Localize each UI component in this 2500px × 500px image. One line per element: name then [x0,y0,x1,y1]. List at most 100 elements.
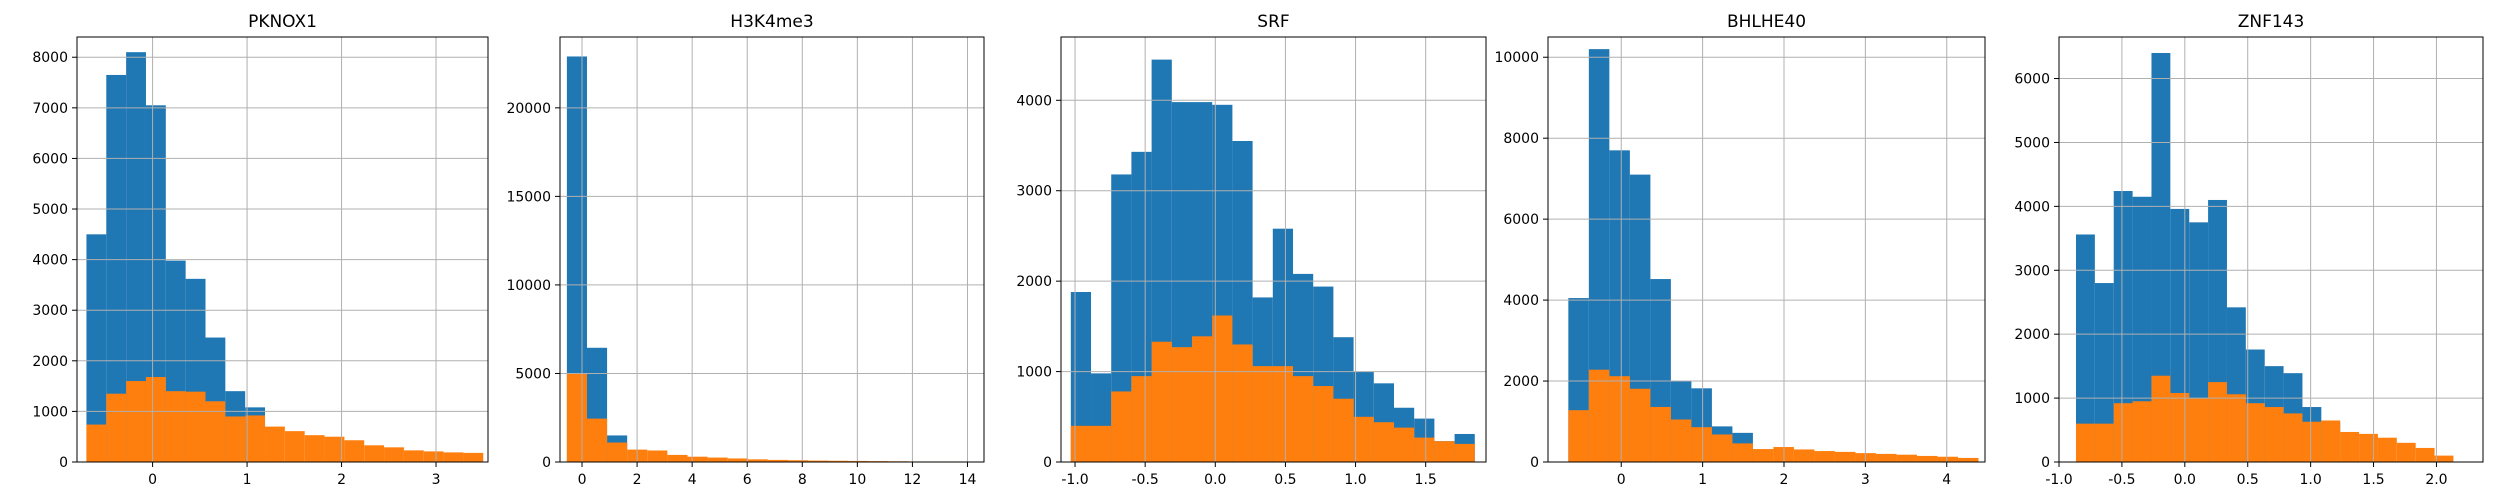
histogram-bar-series-2 [1313,386,1334,462]
x-tick-label: 12 [904,472,922,488]
x-tick-label: 4 [688,472,697,488]
x-tick-label: 3 [1861,472,1870,488]
panel-title: BHLHE40 [1727,12,1806,32]
histogram-bar-series-2 [1414,437,1435,462]
histogram-bar-series-2 [2264,407,2284,462]
histogram-bar-series-2 [647,450,668,462]
x-tick-label: -1.0 [2045,472,2072,488]
histogram-bar-series-2 [1070,425,1092,462]
y-tick-label: 15000 [506,189,551,205]
y-tick-label: 5000 [515,366,551,382]
histogram-bar-series-2 [384,447,404,462]
histogram-bar-series-2 [1151,341,1172,462]
histogram-bar-series-2 [848,460,869,462]
x-tick-label: 0 [578,472,587,488]
histogram-bar-series-1 [126,52,146,463]
histogram-bar-series-2 [1272,366,1293,462]
x-tick-label: 1 [1698,472,1707,488]
histogram-bar-series-2 [364,445,385,462]
y-tick-label: 1000 [1016,365,1052,381]
histogram-bar-series-2 [1957,457,1979,462]
histogram-bar-series-2 [2321,420,2341,462]
histogram-bar-series-2 [443,452,464,462]
histogram-bar-series-2 [1609,376,1630,462]
histogram-bar-series-2 [1434,441,1455,462]
x-tick-label: 0 [148,472,157,488]
histogram-bar-series-1 [106,74,127,462]
histogram-bar-series-2 [1232,344,1253,462]
histogram-bar-series-2 [1814,451,1835,462]
histogram-bar-series-2 [828,460,849,462]
y-tick-label: 1000 [32,404,68,420]
histogram-bar-series-2 [304,435,325,462]
x-tick-label: 6 [743,472,752,488]
y-tick-label: 10000 [1494,50,1539,66]
panel-srf: -1.0 -0.5 0.0 0.5 1.0 1.5 0 1000 2000 3000 4000 SRF [1016,12,1487,488]
histogram-bar-series-2 [1732,443,1753,462]
x-tick-label: 8 [798,472,807,488]
y-tick-label: 6000 [2014,72,2050,88]
axes-frame [76,36,489,463]
y-tick-label: 6000 [32,151,68,167]
panel-h3k4me3: 0 2 4 6 8 10 12 14 0 5000 10000 15000 20000 H3K4me3 [506,12,985,488]
histogram-bar-series-2 [566,373,587,462]
histogram-bar-series-2 [1192,336,1213,462]
panel-title: PKNOX1 [248,12,317,32]
histogram-bar-series-2 [1131,376,1152,462]
histogram-bar-series-2 [2283,413,2303,462]
panel-title: SRF [1257,12,1289,32]
panel-bhlhe40: 0 1 2 3 4 0 2000 4000 6000 8000 10000 BHLHE40 [1494,12,1986,488]
histogram-bar-series-2 [1212,315,1233,462]
x-tick-label: 2.0 [2425,472,2447,488]
histogram-bar-series-2 [1650,406,1671,462]
histogram-bar-series-2 [1091,425,1112,462]
panel-title: H3K4me3 [730,12,813,32]
y-tick-label: 4000 [2014,199,2050,215]
y-tick-label: 4000 [32,253,68,269]
axes-frame [559,36,985,463]
y-tick-label: 4000 [1503,293,1539,309]
histogram-bar-series-2 [2132,401,2152,462]
histogram-bar-series-2 [1252,366,1273,462]
x-tick-label: 0.0 [1204,472,1226,488]
y-tick-label: 2000 [2014,327,2050,343]
x-tick-label: 4 [1942,472,1951,488]
x-tick-label: 0 [1617,472,1626,488]
histogram-bar-series-2 [607,442,628,462]
histogram-bar-series-2 [1629,388,1651,462]
y-tick-label: 2000 [32,354,68,370]
histogram-bar-series-2 [2396,442,2416,462]
histogram-bar-series-1 [2075,234,2095,462]
x-tick-label: 2 [633,472,642,488]
histogram-bar-series-1 [1070,292,1092,462]
histogram-bar-series-2 [707,457,728,462]
histogram-bar-series-2 [1711,434,1733,462]
panel-title: ZNF143 [2238,12,2305,32]
x-tick-label: 1.5 [2362,472,2384,488]
axes-frame [1547,36,1986,463]
histogram-bar-series-2 [344,440,365,462]
histogram-bar-series-2 [1752,449,1774,462]
y-tick-label: 3000 [1016,184,1052,200]
histogram-bar-series-2 [1588,369,1610,462]
histogram-bar-series-1 [1588,49,1610,462]
histogram-bar-series-2 [185,391,206,462]
histogram-bar-series-2 [2151,375,2171,462]
x-tick-label: 0.5 [1274,472,1296,488]
histogram-bar-series-2 [423,451,444,463]
histogram-bar-series-2 [1393,427,1415,462]
histogram-bar-series-2 [2434,455,2454,462]
histogram-bar-series-2 [225,416,246,462]
histogram-bar-series-2 [2075,423,2095,462]
x-tick-label: 14 [959,472,977,488]
histogram-bar-series-2 [1568,410,1589,462]
histogram-bar-series-2 [284,431,305,462]
histogram-bar-series-2 [687,456,708,462]
histogram-bar-series-2 [2245,403,2265,462]
y-tick-label: 0 [1530,455,1539,471]
y-tick-label: 4000 [1016,93,1052,109]
y-tick-label: 6000 [1503,212,1539,228]
histogram-bar-series-2 [2359,433,2378,462]
x-tick-label: 2 [1780,472,1789,488]
